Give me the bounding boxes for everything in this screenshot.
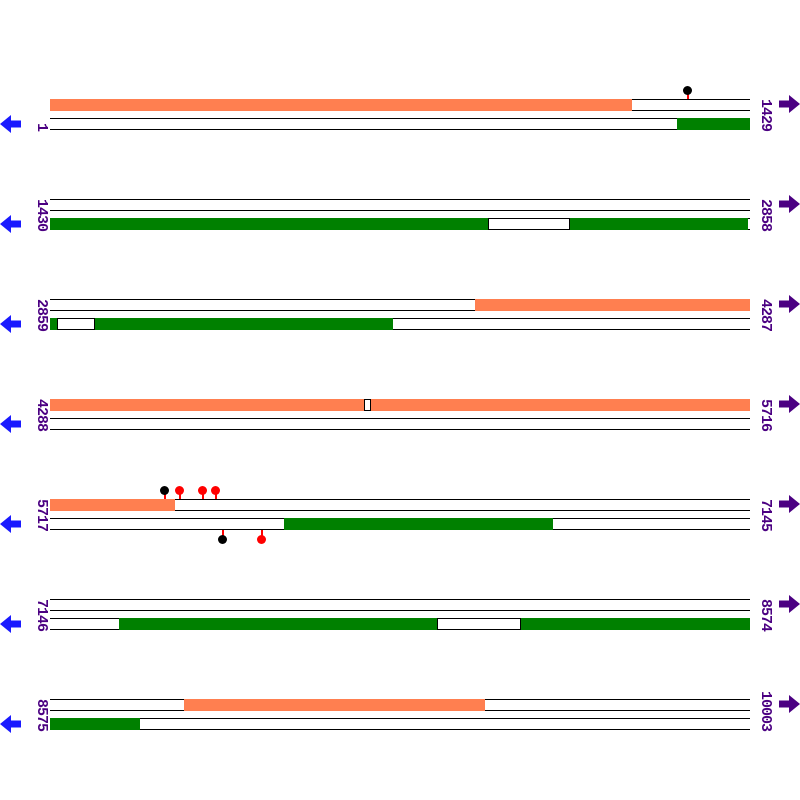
gene-bar-forward [184, 699, 485, 711]
reverse-strand-left-arrow-icon[interactable] [0, 415, 22, 433]
forward-strand-right-arrow-icon[interactable] [778, 95, 800, 113]
row-start-label: 4288 [33, 398, 50, 431]
gene-bar-forward [50, 399, 750, 411]
gene-bar-reverse [119, 618, 750, 630]
gene-bar-reverse [284, 518, 553, 530]
marker-dot [218, 535, 227, 544]
reverse-strand-left-arrow-icon[interactable] [0, 715, 22, 733]
reverse-strand-left-arrow-icon[interactable] [0, 215, 22, 233]
marker-dot [160, 486, 169, 495]
forward-strand-track [50, 199, 750, 211]
gene-bar-forward [50, 99, 632, 111]
reverse-strand-left-arrow-icon[interactable] [0, 615, 22, 633]
marker-dot [175, 486, 184, 495]
reverse-strand-track [50, 418, 750, 430]
row-end-label: 2858 [757, 198, 774, 231]
gene-bar-forward [50, 499, 175, 511]
row-start-label: 7146 [33, 598, 50, 631]
forward-strand-right-arrow-icon[interactable] [778, 695, 800, 713]
reverse-strand-left-arrow-icon[interactable] [0, 315, 22, 333]
forward-strand-right-arrow-icon[interactable] [778, 395, 800, 413]
gene-bar-reverse [50, 318, 393, 330]
forward-strand-right-arrow-icon[interactable] [778, 195, 800, 213]
gene-bar-reverse [50, 718, 140, 730]
reverse-strand-left-arrow-icon[interactable] [0, 115, 22, 133]
forward-strand-right-arrow-icon[interactable] [778, 295, 800, 313]
row-start-label: 8575 [33, 698, 50, 731]
reverse-strand-track [50, 718, 750, 730]
forward-strand-track [50, 599, 750, 611]
row-end-label: 10003 [757, 690, 774, 731]
row-end-label: 1429 [757, 98, 774, 131]
marker-dot [683, 86, 692, 95]
gene-bar-reverse [50, 218, 748, 230]
forward-strand-track [50, 499, 750, 511]
row-start-label: 2859 [33, 298, 50, 331]
row-start-label: 5717 [33, 498, 50, 531]
marker-dot [257, 535, 266, 544]
row-start-label: 1430 [33, 198, 50, 231]
gene-bar-reverse [677, 118, 750, 130]
forward-strand-right-arrow-icon[interactable] [778, 495, 800, 513]
forward-strand-track [50, 299, 750, 311]
row-start-label: 1 [33, 122, 50, 131]
marker-dot [198, 486, 207, 495]
reverse-strand-track [50, 118, 750, 130]
gene-gap-box [437, 618, 521, 630]
reverse-strand-track [50, 318, 750, 330]
marker-dot [211, 486, 220, 495]
forward-strand-right-arrow-icon[interactable] [778, 595, 800, 613]
row-end-label: 8574 [757, 598, 774, 631]
gene-gap-box [364, 399, 371, 411]
gene-gap-box [488, 218, 570, 230]
row-end-label: 4287 [757, 298, 774, 331]
row-end-label: 7145 [757, 498, 774, 531]
reverse-strand-left-arrow-icon[interactable] [0, 515, 22, 533]
gene-bar-forward [475, 299, 750, 311]
gene-gap-box [57, 318, 95, 330]
row-end-label: 5716 [757, 398, 774, 431]
